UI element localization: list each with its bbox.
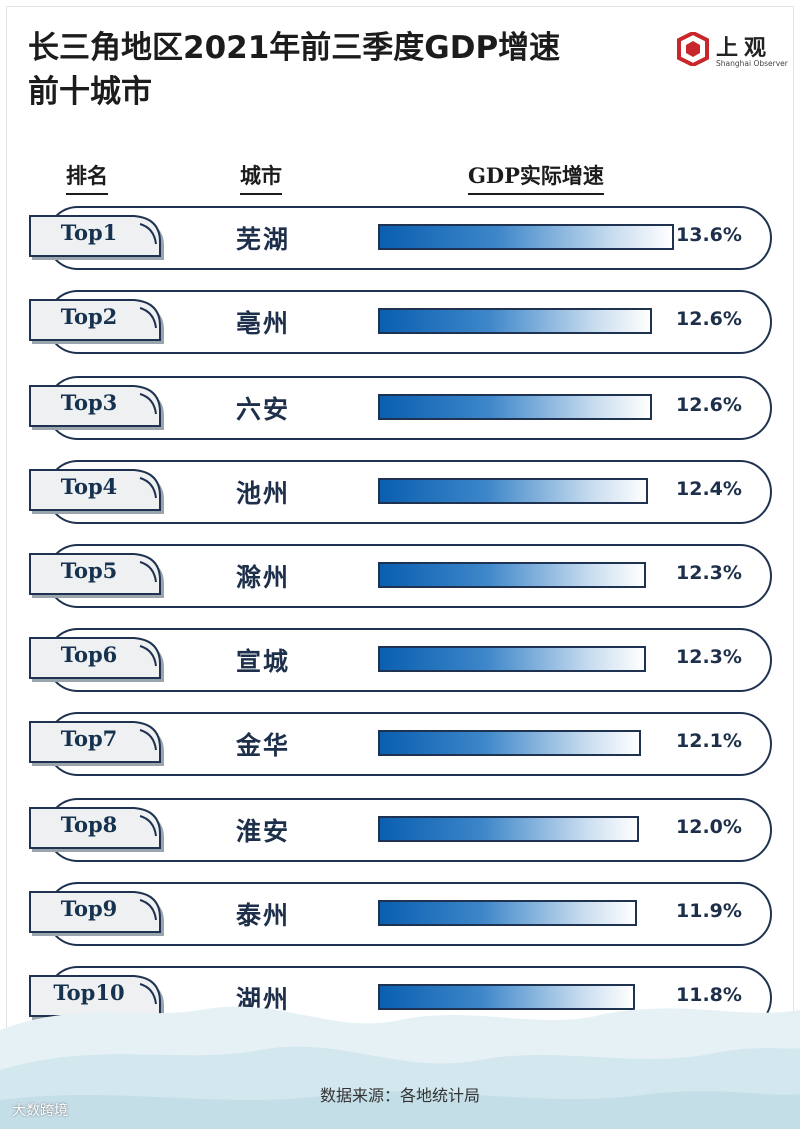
city-label: 芜湖 (236, 225, 291, 254)
gdp-value-label: 12.6% (676, 394, 742, 416)
ranking-row: Top4 池州 12.4% (28, 460, 774, 526)
rank-tag: Top7 (28, 716, 168, 770)
gdp-bar (378, 900, 637, 926)
ranking-row: Top1 芜湖 13.6% (28, 206, 774, 272)
gdp-bar (378, 308, 652, 334)
gdp-bar (378, 730, 641, 756)
rank-tag: Top4 (28, 464, 168, 518)
gdp-bar (378, 562, 646, 588)
rank-label: Top4 (60, 474, 118, 499)
gdp-bar (378, 984, 635, 1010)
ranking-row: Top6 宣城 12.3% (28, 628, 774, 694)
column-header-city: 城市 (240, 160, 282, 195)
city-label: 池州 (236, 479, 291, 508)
ranking-row: Top2 亳州 12.6% (28, 290, 774, 356)
rank-tag: Top10 (28, 970, 168, 1024)
gdp-value-label: 11.8% (676, 984, 742, 1006)
rank-tag: Top2 (28, 294, 168, 348)
rank-label: Top8 (60, 812, 118, 837)
rank-label: Top1 (60, 220, 118, 245)
rank-tag: Top3 (28, 380, 168, 434)
gdp-value-label: 12.3% (676, 646, 742, 668)
gdp-value-label: 12.4% (676, 478, 742, 500)
rank-label: Top9 (60, 896, 118, 921)
rank-label: Top3 (60, 390, 118, 415)
gdp-bar (378, 646, 646, 672)
rank-label: Top2 (60, 304, 118, 329)
ranking-row: Top9 泰州 11.9% (28, 882, 774, 948)
gdp-value-label: 12.1% (676, 730, 742, 752)
mountain-background (0, 1006, 800, 1129)
gdp-value-label: 12.3% (676, 562, 742, 584)
gdp-bar (378, 478, 648, 504)
rank-tag: Top8 (28, 802, 168, 856)
city-label: 亳州 (236, 309, 291, 338)
ranking-row: Top5 滁州 12.3% (28, 544, 774, 610)
rank-label: Top5 (60, 558, 118, 583)
city-label: 金华 (236, 731, 291, 760)
data-source: 数据来源：各地统计局 (319, 1086, 480, 1105)
rank-label: Top6 (60, 642, 118, 667)
logo-english: Shanghai Observer (716, 59, 788, 68)
rank-tag: Top5 (28, 548, 168, 602)
rank-label: Top10 (53, 980, 125, 1005)
chart-title: 长三角地区2021年前三季度GDP增速前十城市 (28, 30, 561, 110)
city-label: 滁州 (236, 563, 291, 592)
watermark: 大数跨境 (12, 1103, 68, 1119)
gdp-value-label: 13.6% (676, 224, 742, 246)
gdp-bar (378, 224, 674, 250)
rank-tag: Top1 (28, 210, 168, 264)
gdp-bar (378, 394, 652, 420)
rank-tag: Top6 (28, 632, 168, 686)
ranking-row: Top8 淮安 12.0% (28, 798, 774, 864)
ranking-row: Top7 金华 12.1% (28, 712, 774, 778)
city-label: 淮安 (236, 817, 291, 846)
city-label: 泰州 (236, 901, 291, 930)
gdp-value-label: 12.0% (676, 816, 742, 838)
logo-mark-icon (677, 32, 709, 66)
column-header-gdp: GDP实际增速 (468, 160, 604, 195)
rank-tag: Top9 (28, 886, 168, 940)
column-header-rank: 排名 (66, 160, 108, 195)
brand-logo: 上观 Shanghai Observer (676, 30, 788, 70)
row-outline (46, 798, 772, 862)
ranking-row: Top3 六安 12.6% (28, 376, 774, 442)
logo-name: 上观 (716, 35, 773, 61)
rank-label: Top7 (60, 726, 118, 751)
city-label: 六安 (236, 395, 291, 424)
gdp-bar (378, 816, 639, 842)
city-label: 宣城 (236, 647, 291, 676)
gdp-value-label: 11.9% (676, 900, 742, 922)
gdp-value-label: 12.6% (676, 308, 742, 330)
